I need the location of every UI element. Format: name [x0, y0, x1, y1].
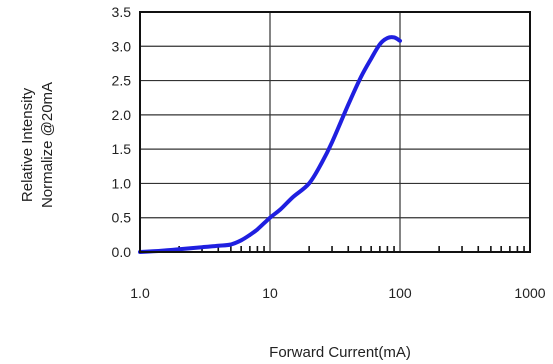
y-tick-label: 3.0 — [112, 38, 132, 54]
data-series — [138, 35, 402, 254]
x-tick-label: 1000 — [514, 285, 545, 301]
series-line — [138, 35, 402, 254]
x-tick-label: 100 — [388, 285, 412, 301]
y-tick-label: 3.5 — [112, 4, 132, 20]
y-tick-label: 0.5 — [112, 210, 132, 226]
y-tick-labels: 0.0 0.5 1.0 1.5 2.0 2.5 3.0 3.5 — [112, 4, 132, 260]
x-tick-labels: 1.0 10 100 1000 — [130, 285, 546, 301]
y-tick-label: 0.0 — [112, 244, 132, 260]
y-axis-title-line-2: Normalize @20mA — [39, 82, 56, 208]
x-tick-label: 1.0 — [130, 285, 150, 301]
grid — [140, 12, 530, 252]
y-tick-label: 1.5 — [112, 141, 132, 157]
y-tick-label: 2.5 — [112, 73, 132, 89]
y-tick-label: 1.0 — [112, 175, 132, 191]
x-tick-label: 10 — [262, 285, 278, 301]
y-tick-label: 2.0 — [112, 107, 132, 123]
y-axis-title-line-1: Relative Intensity — [19, 87, 36, 202]
plot-frame — [139, 11, 531, 253]
x-axis-title: Forward Current(mA) — [269, 344, 411, 361]
